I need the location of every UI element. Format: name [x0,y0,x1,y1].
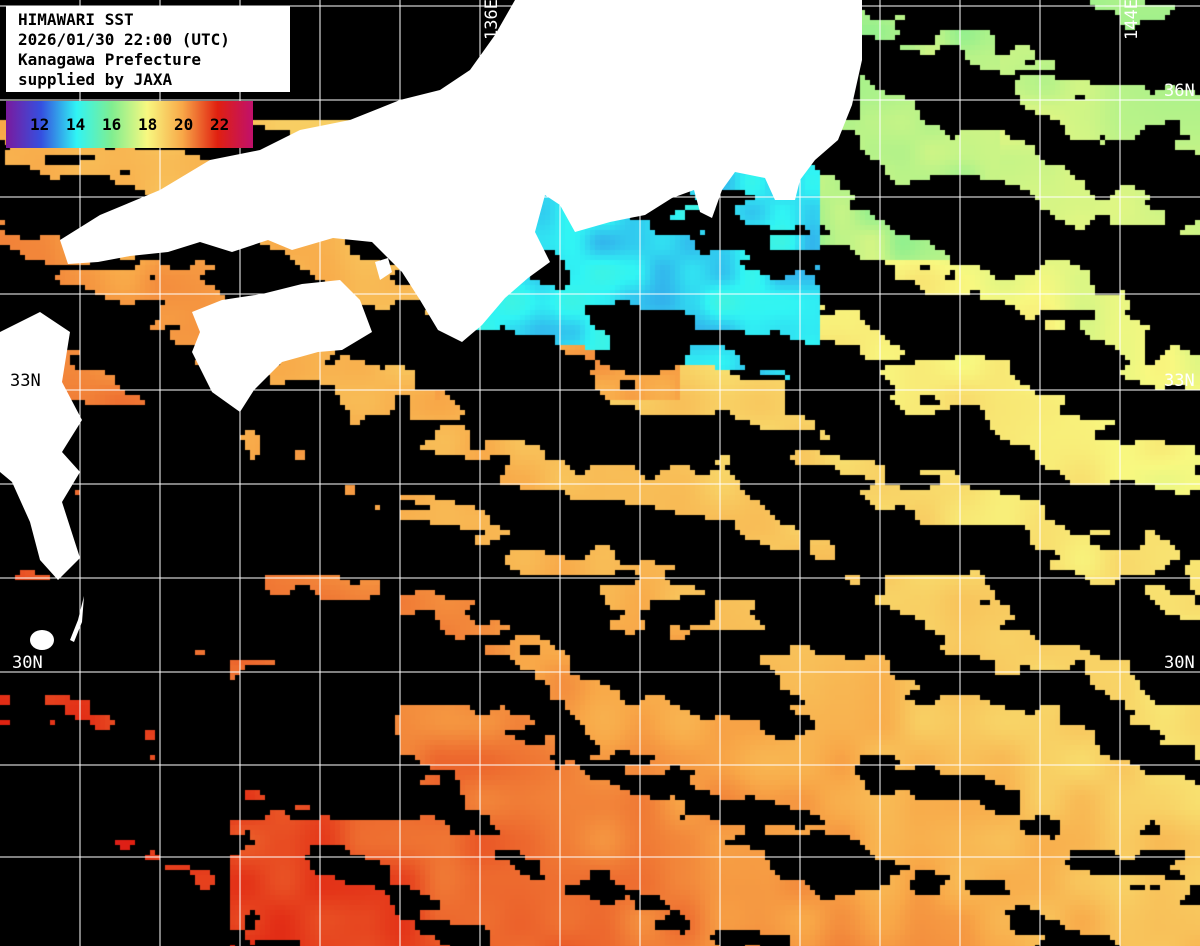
legend-tick: 22 [210,115,230,134]
observation-datetime: 2026/01/30 22:00 (UTC) [18,30,230,49]
lat-label-30n-left: 30N [12,653,43,673]
lat-label-33n-right: 33N [1164,371,1195,391]
lon-label-136e: 136E [482,0,502,40]
land-honshu [60,0,862,342]
lat-label-33n-left: 33N [10,371,41,391]
land-shikoku [192,280,372,412]
lon-label-144e: 144E [1122,0,1142,40]
land-yakushima [30,630,54,650]
land-awaji [375,258,392,280]
grid-labels: 136E 144E 36N 33N 30N 33N 30N [10,0,1195,673]
color-scale-legend: 12 14 16 18 20 22 [6,101,253,148]
legend-tick: 20 [174,115,194,134]
land [0,0,862,650]
legend-tick: 16 [102,115,122,134]
data-credit: supplied by JAXA [18,70,173,89]
legend-tick: 12 [30,115,50,134]
product-title: HIMAWARI SST [18,10,134,29]
legend-tick: 18 [138,115,158,134]
lat-label-36n-right: 36N [1164,81,1195,101]
organization: Kanagawa Prefecture [18,50,202,69]
info-box: HIMAWARI SST 2026/01/30 22:00 (UTC) Kana… [6,6,290,92]
legend-tick: 14 [66,115,86,134]
land-tanegashima [70,596,84,642]
land-kyushu [0,312,82,580]
lat-label-30n-right: 30N [1164,653,1195,673]
